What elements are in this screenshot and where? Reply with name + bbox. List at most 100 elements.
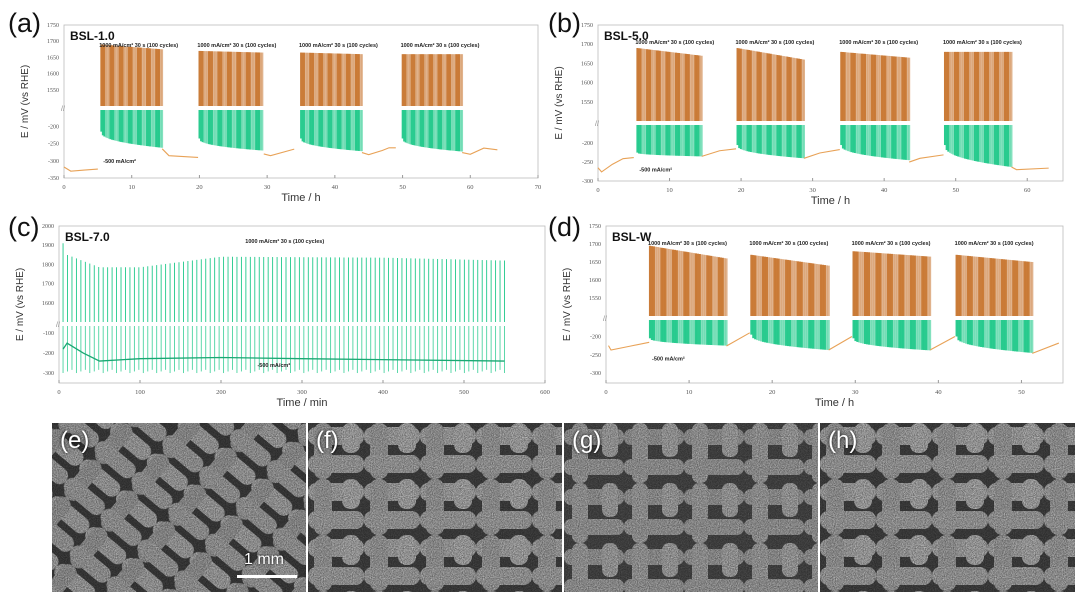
cycle-annotation: 1000 mA/cm² 30 s (100 cycles): [852, 240, 931, 247]
x-axis-label: Time / h: [815, 397, 854, 409]
plot-frame: [605, 225, 1064, 384]
micrograph-h: (h): [820, 423, 1075, 592]
panel-label-h: (h): [828, 427, 858, 454]
cycle-annotation: 1000 mA/cm² 30 s (100 cycles): [245, 238, 324, 245]
chart-title: BSL-W: [612, 230, 652, 244]
y-tick-label: 1900: [42, 243, 54, 249]
rest-potential-line: [929, 335, 956, 351]
chart-0: 0 10 20 30 40 50 60 70 1750 1700 1650 1600 1550 -200 -…: [20, 23, 541, 204]
x-tick-label: 600: [540, 389, 550, 396]
charts-canvas: 0 10 20 30 40 50 60 70 1750 1700 1650 1600 1550 -200 -…: [15, 23, 1064, 409]
rest-potential-line: [608, 341, 650, 351]
current-annotation: -500 mA/cm²: [652, 356, 685, 363]
x-tick-label: 50: [399, 184, 406, 191]
rest-potential-line: [803, 149, 840, 159]
y-tick-label: 1600: [47, 72, 59, 78]
y-tick-label: 1700: [589, 242, 601, 248]
rest-potential-line: [161, 148, 199, 158]
micrograph-e: (e) 1 mm: [52, 423, 306, 592]
cycle-annotation: 1000 mA/cm² 30 s (100 cycles): [299, 42, 378, 49]
panel-label-c: (c): [8, 212, 40, 242]
plot-frame: [63, 24, 539, 179]
panel-label-a: (a): [8, 8, 41, 38]
y-tick-label: -100: [43, 331, 54, 337]
axis-break-mark: //: [603, 316, 607, 323]
y-tick-label: 1650: [47, 55, 59, 61]
cycle-annotation: 1000 mA/cm² 30 s (100 cycles): [99, 42, 178, 49]
x-tick-label: 0: [57, 389, 60, 396]
axis-break-mark: //: [61, 106, 65, 113]
y-tick-label: 1750: [589, 224, 601, 230]
x-tick-label: 20: [738, 187, 745, 194]
x-tick-label: 30: [264, 184, 271, 191]
rest-potential-line: [63, 166, 98, 172]
x-tick-label: 400: [378, 389, 388, 396]
x-tick-label: 0: [62, 184, 65, 191]
panel-label-d: (d): [548, 212, 581, 242]
baseline-line: [62, 342, 505, 362]
cycle-annotation: 1000 mA/cm² 30 s (100 cycles): [955, 240, 1034, 247]
x-tick-label: 0: [604, 389, 607, 396]
x-tick-label: 300: [297, 389, 307, 396]
micrograph-g: (g): [564, 423, 818, 592]
y-tick-label: 1550: [581, 100, 593, 106]
y-tick-label: 1700: [42, 282, 54, 288]
y-tick-label: 1550: [47, 88, 59, 94]
y-axis-label: E / mV (vs RHE): [554, 66, 565, 139]
rest-potential-line: [1011, 166, 1049, 171]
axis-break-mark: //: [595, 121, 599, 128]
rest-potential-line: [462, 147, 498, 155]
rest-potential-line: [1032, 342, 1060, 354]
cycle-annotation: 1000 mA/cm² 30 s (100 cycles): [749, 240, 828, 247]
chart-2: 0 100 200 300 400 500 600 2000 1900 1800 1700 1600 -…: [15, 224, 550, 409]
y-tick-label: 1750: [47, 23, 59, 29]
scale-bar-label: 1 mm: [244, 551, 284, 568]
mesh-image-g: [564, 423, 818, 592]
mesh-image-f: [308, 423, 562, 592]
y-tick-label: -200: [582, 141, 593, 147]
x-tick-label: 100: [135, 389, 145, 396]
rest-potential-line: [828, 336, 853, 351]
current-annotation: -500 mA/cm²: [639, 166, 672, 173]
current-annotation: -500 mA/cm²: [257, 362, 290, 369]
axis-break-mark: //: [56, 322, 60, 329]
chart-title: BSL-5.0: [604, 29, 649, 43]
y-tick-label: 1600: [589, 278, 601, 284]
y-axis-label: E / mV (vs RHE): [15, 268, 26, 341]
current-annotation: -500 mA/cm²: [103, 158, 136, 165]
y-tick-label: -200: [590, 334, 601, 340]
x-tick-label: 0: [596, 187, 599, 194]
y-tick-label: 1600: [42, 301, 54, 307]
x-tick-label: 10: [128, 184, 135, 191]
x-tick-label: 200: [216, 389, 226, 396]
chart-title: BSL-1.0: [70, 29, 115, 43]
panel-label-e: (e): [60, 427, 90, 454]
x-tick-label: 50: [1018, 389, 1025, 396]
scale-bar: [237, 575, 297, 578]
y-tick-label: 1600: [581, 81, 593, 87]
mesh-image-h: [820, 423, 1075, 592]
rest-potential-line: [701, 148, 737, 157]
x-tick-label: 30: [809, 187, 816, 194]
x-tick-label: 40: [332, 184, 339, 191]
y-tick-label: -250: [590, 353, 601, 359]
x-tick-label: 30: [852, 389, 859, 396]
cycle-annotation: 1000 mA/cm² 30 s (100 cycles): [648, 240, 727, 247]
y-tick-label: 1700: [47, 39, 59, 45]
y-tick-label: -200: [43, 351, 54, 357]
y-tick-label: -300: [582, 179, 593, 185]
panel-label-f: (f): [316, 427, 339, 454]
chart-title: BSL-7.0: [65, 230, 110, 244]
panel-label-b: (b): [548, 8, 581, 38]
rest-potential-line: [597, 156, 634, 173]
y-tick-label: 2000: [42, 224, 54, 230]
y-tick-label: 1550: [589, 296, 601, 302]
cycle-annotation: 1000 mA/cm² 30 s (100 cycles): [839, 39, 918, 46]
cycle-annotation: 1000 mA/cm² 30 s (100 cycles): [943, 39, 1022, 46]
rest-potential-line: [361, 147, 396, 156]
panel-label-g: (g): [572, 427, 602, 454]
y-tick-label: -250: [48, 142, 59, 148]
x-tick-label: 500: [459, 389, 469, 396]
x-axis-label: Time / h: [281, 192, 320, 204]
